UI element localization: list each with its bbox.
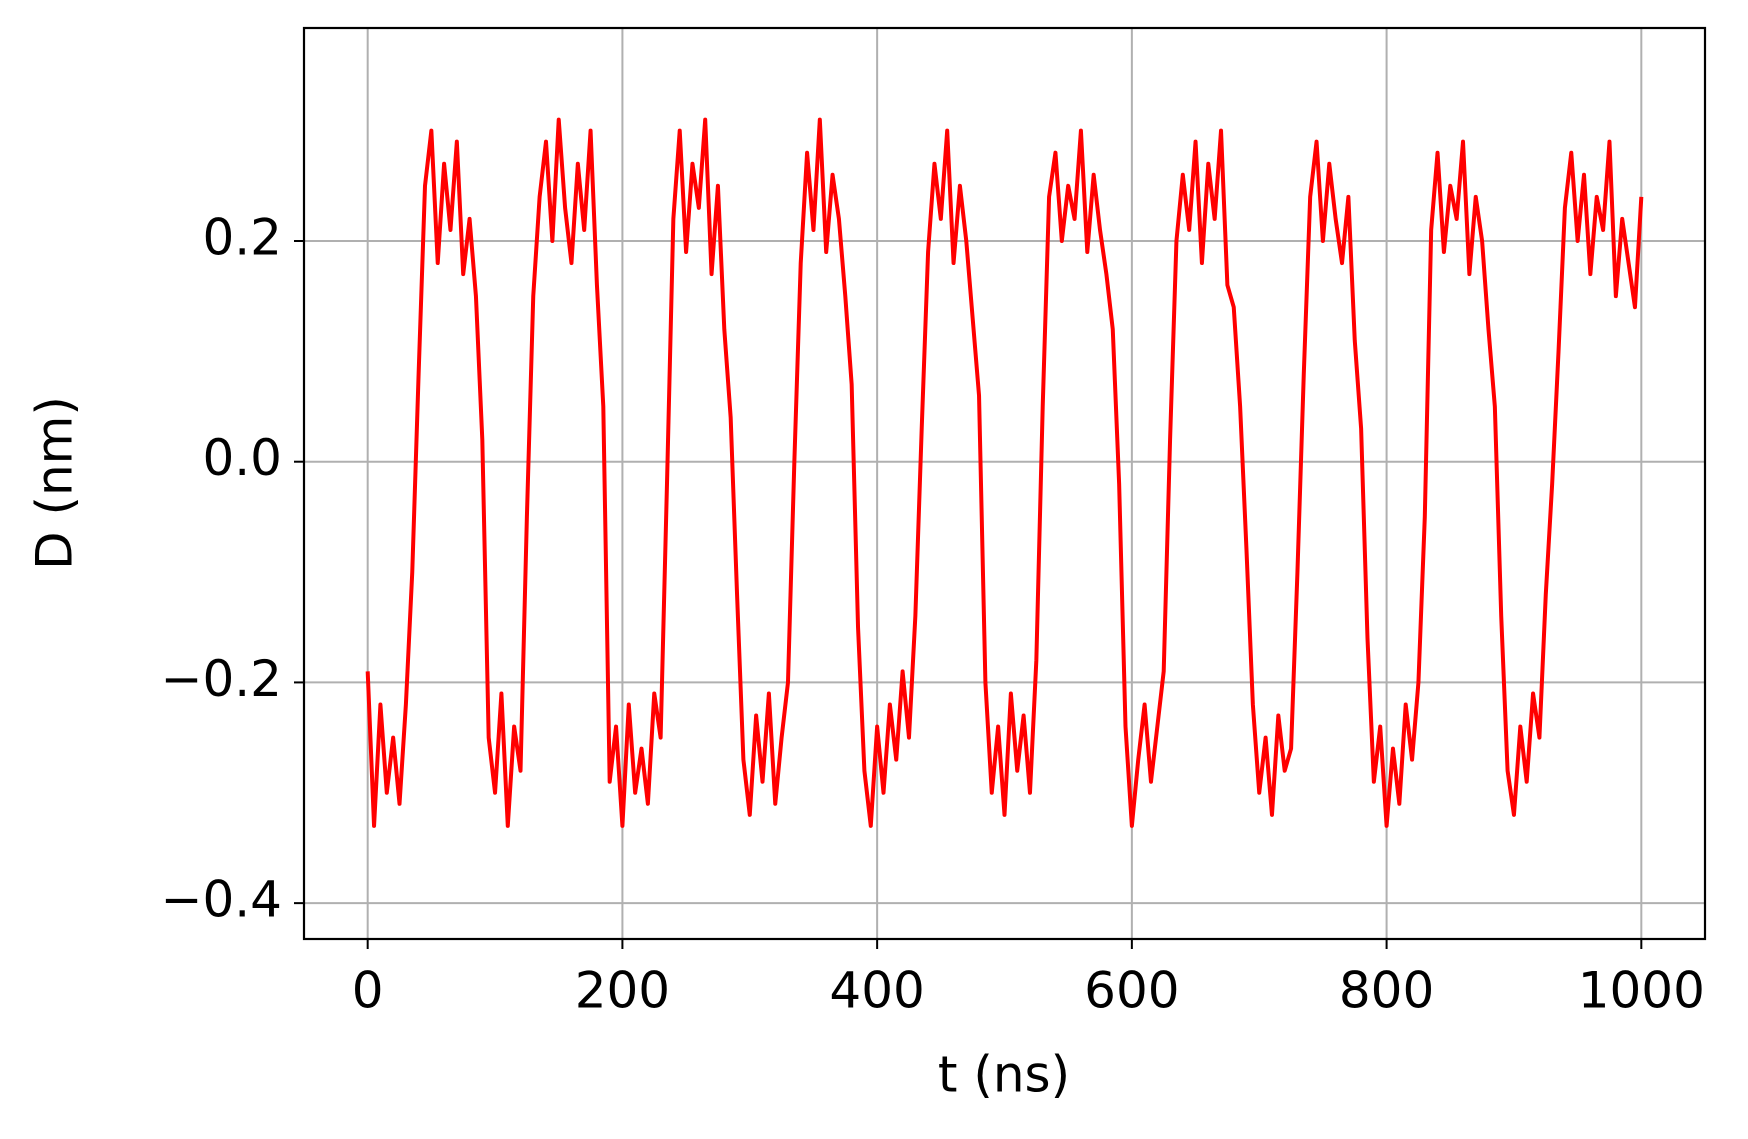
- data-line: [365, 117, 1644, 828]
- y-axis-label: D (nm): [26, 396, 84, 570]
- x-tick-label: 1000: [1578, 962, 1705, 1020]
- x-tick-label: 800: [1339, 962, 1434, 1020]
- y-tick-label: 0.0: [202, 429, 282, 487]
- x-axis-label: t (ns): [938, 1046, 1070, 1104]
- y-tick-label: −0.4: [161, 871, 282, 929]
- y-tick-label: 0.2: [202, 208, 282, 266]
- x-tick-label: 400: [829, 962, 924, 1020]
- x-tick-label: 600: [1084, 962, 1179, 1020]
- x-tick-label: 200: [575, 962, 670, 1020]
- plot-area: [304, 28, 1705, 939]
- axes-frame: [302, 26, 1707, 941]
- x-tick-label: 0: [352, 962, 384, 1020]
- y-tick-label: −0.2: [161, 650, 282, 708]
